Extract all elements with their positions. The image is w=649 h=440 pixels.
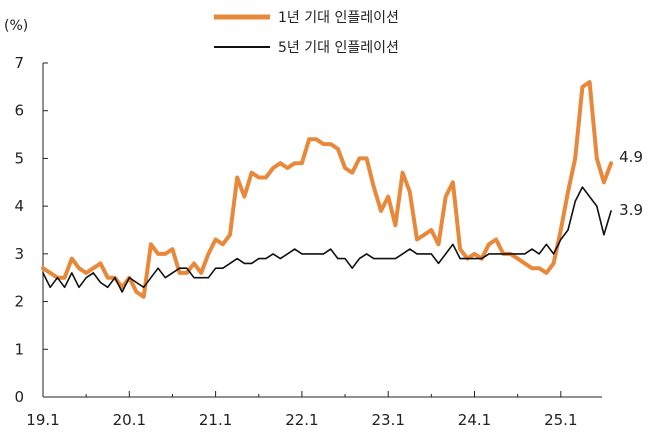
y-tick-label: 0 (14, 388, 24, 406)
x-tick-label: 19.1 (26, 411, 59, 429)
series-lines (41, 80, 614, 299)
end-label-1y: 4.9 (619, 148, 643, 166)
y-tick-label: 2 (14, 293, 24, 311)
legend-label-5y: 5년 기대 인플레이션 (278, 40, 399, 56)
y-unit-label: (%) (4, 18, 28, 34)
end-labels: 4.9 3.9 (619, 148, 643, 219)
x-tick-label: 24.1 (458, 411, 491, 429)
y-tick-label: 1 (14, 340, 24, 358)
series-line-5y (42, 186, 612, 293)
legend-label-1y: 1년 기대 인플레이션 (278, 10, 399, 26)
x-tick-label: 21.1 (199, 411, 232, 429)
y-tick-label: 7 (14, 54, 24, 72)
y-tick-label: 6 (14, 102, 24, 120)
y-tick-label: 5 (14, 149, 24, 167)
x-tick-label: 25.1 (544, 411, 577, 429)
axes: 0 1 2 3 4 5 6 7 19.1 20.1 21.1 22.1 23.1 24.1 25.1 (14, 54, 602, 429)
y-tick-label: 3 (14, 245, 24, 263)
end-label-5y: 3.9 (619, 201, 643, 219)
x-tick-label: 20.1 (113, 411, 146, 429)
legend: 1년 기대 인플레이션 5년 기대 인플레이션 (214, 10, 399, 56)
x-tick-label: 23.1 (371, 411, 404, 429)
y-tick-label: 4 (14, 197, 24, 215)
series-line-1y (41, 80, 614, 299)
x-tick-label: 22.1 (285, 411, 318, 429)
